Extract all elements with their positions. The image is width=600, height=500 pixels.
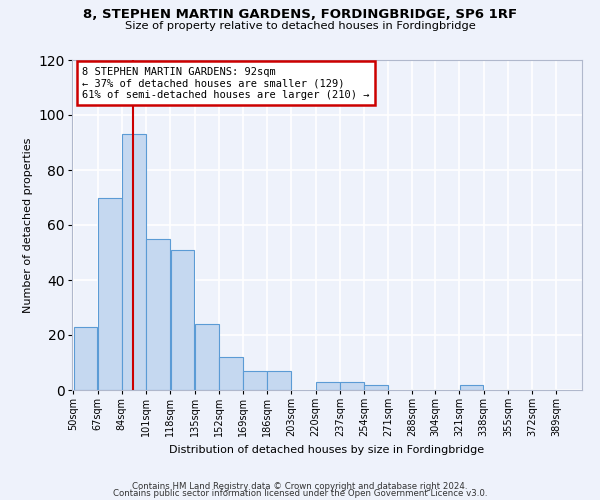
Bar (243, 371, 267, 390)
Bar (170, 250, 194, 390)
Bar (340, 382, 364, 390)
Bar (122, 134, 146, 390)
Bar (460, 384, 484, 390)
Text: Size of property relative to detached houses in Fordingbridge: Size of property relative to detached ho… (125, 21, 475, 31)
X-axis label: Distribution of detached houses by size in Fordingbridge: Distribution of detached houses by size … (169, 444, 485, 454)
Bar (195, 324, 218, 390)
Y-axis label: Number of detached properties: Number of detached properties (23, 138, 33, 312)
Text: Contains HM Land Registry data © Crown copyright and database right 2024.: Contains HM Land Registry data © Crown c… (132, 482, 468, 491)
Bar (268, 371, 291, 390)
Bar (219, 357, 243, 390)
Bar (316, 382, 340, 390)
Text: Contains public sector information licensed under the Open Government Licence v3: Contains public sector information licen… (113, 490, 487, 498)
Bar (146, 239, 170, 390)
Bar (74, 327, 97, 390)
Bar (364, 384, 388, 390)
Bar (98, 198, 122, 390)
Text: 8 STEPHEN MARTIN GARDENS: 92sqm
← 37% of detached houses are smaller (129)
61% o: 8 STEPHEN MARTIN GARDENS: 92sqm ← 37% of… (82, 66, 370, 100)
Text: 8, STEPHEN MARTIN GARDENS, FORDINGBRIDGE, SP6 1RF: 8, STEPHEN MARTIN GARDENS, FORDINGBRIDGE… (83, 8, 517, 20)
